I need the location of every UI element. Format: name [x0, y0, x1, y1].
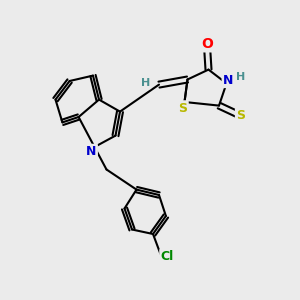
Text: N: N: [86, 145, 97, 158]
Text: S: S: [178, 101, 188, 115]
Text: Cl: Cl: [160, 250, 174, 263]
Text: H: H: [236, 72, 245, 82]
Text: O: O: [201, 37, 213, 51]
Text: S: S: [236, 109, 245, 122]
Text: N: N: [223, 74, 233, 87]
Text: H: H: [141, 78, 150, 88]
